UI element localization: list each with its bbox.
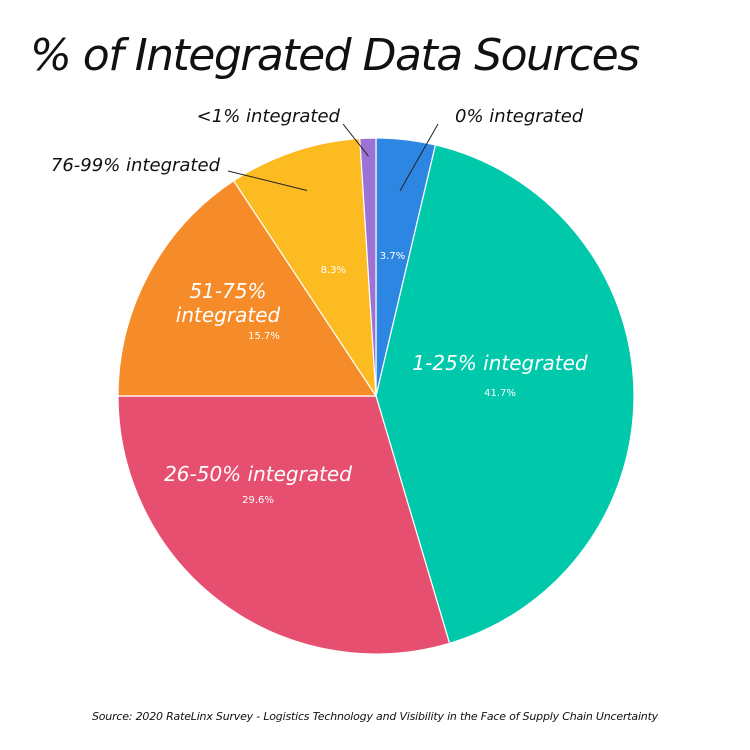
- slice-value-76-99pct-integrated: 8.3%: [321, 265, 346, 276]
- slice-label-0pct-integrated: 0% integrated: [455, 106, 584, 127]
- pie-slice-26-50pct-integrated: [117, 395, 451, 655]
- slice-label-76-99pct-integrated: 76-99% integrated: [51, 155, 221, 176]
- pie-slice-lt-1pct-integrated: [359, 137, 377, 397]
- leader-line-76-99pct-integrated: [227, 170, 308, 192]
- leader-line-lt-1pct-integrated: [342, 123, 369, 157]
- slice-value-0pct-integrated: 3.7%: [380, 251, 405, 262]
- chart-source: Source: 2020 RateLinx Survey - Logistics…: [91, 710, 658, 723]
- slice-label-1-25pct-integrated: 1-25% integrated: [412, 351, 587, 375]
- slice-value-51-75pct-integrated: 15.7%: [248, 331, 280, 342]
- slice-value-1-25pct-integrated: 41.7%: [484, 388, 516, 399]
- pie-slice-51-75pct-integrated: [117, 179, 378, 397]
- slice-label-26-50pct-integrated: 26-50% integrated: [164, 462, 352, 486]
- slice-label-51-75pct-integrated-line2: integrated: [176, 303, 281, 327]
- leader-line-0pct-integrated: [399, 123, 439, 192]
- chart-title: % of Integrated Data Sources: [30, 30, 640, 81]
- slice-label-51-75pct-integrated-line1: 51-75%: [189, 279, 266, 303]
- slice-value-26-50pct-integrated: 29.6%: [242, 495, 274, 506]
- pie-slice-76-99pct-integrated: [232, 137, 377, 399]
- pie-slice-1-25pct-integrated: [375, 144, 635, 645]
- slice-label-lt-1pct-integrated: <1% integrated: [197, 106, 341, 127]
